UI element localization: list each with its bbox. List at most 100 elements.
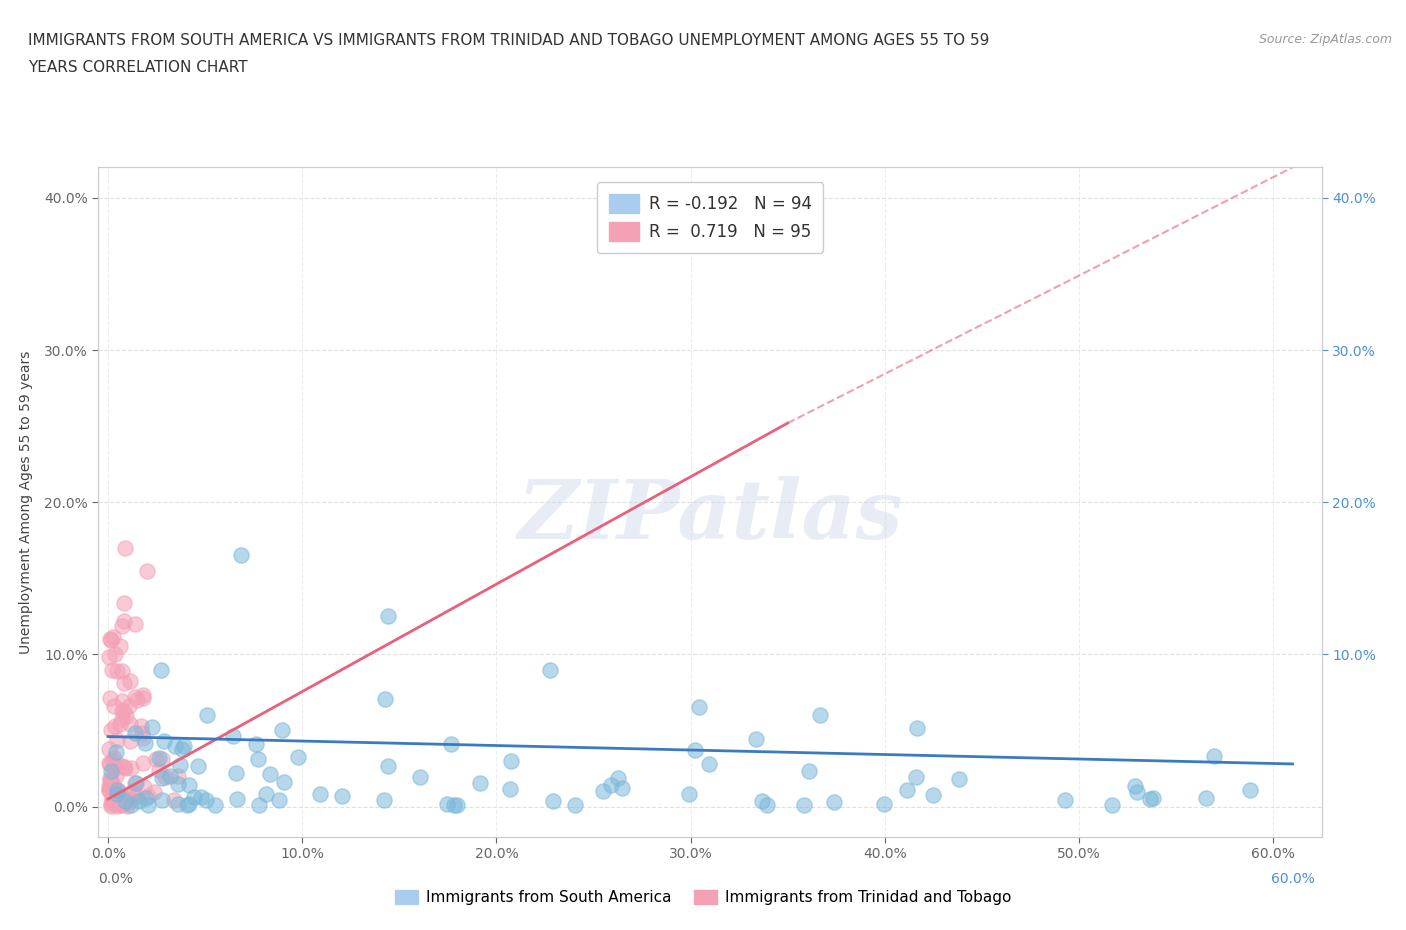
Point [112,760,135,775]
Point [107,782,129,797]
Point [111,618,134,633]
Text: YEARS CORRELATION CHART: YEARS CORRELATION CHART [28,60,247,75]
Point [114,796,136,811]
Point [105,782,128,797]
Point [145,752,167,767]
Point [799,764,821,778]
Point [259,766,281,781]
Point [103,630,125,644]
Point [105,664,128,679]
Point [108,790,131,804]
Point [905,721,928,736]
Point [110,789,132,804]
Point [499,782,522,797]
Point [115,708,138,723]
Point [131,726,153,741]
Point [273,775,295,790]
Point [100,723,122,737]
Text: 0.0%: 0.0% [98,871,134,886]
Point [1194,790,1216,805]
Point [373,792,395,807]
Point [100,796,122,811]
Point [148,763,170,777]
Point [948,771,970,786]
Point [226,792,249,807]
Point [1139,791,1161,806]
Point [159,769,181,784]
Point [111,703,134,718]
Point [121,761,143,776]
Point [823,794,845,809]
Point [124,690,146,705]
Point [98,774,121,789]
Point [127,692,149,707]
Point [110,797,132,812]
Y-axis label: Unemployment Among Ages 55 to 59 years: Unemployment Among Ages 55 to 59 years [20,351,32,654]
Point [195,793,218,808]
Text: 60.0%: 60.0% [1271,871,1315,886]
Point [610,781,633,796]
Point [104,789,127,804]
Point [105,787,128,802]
Point [179,796,201,811]
Point [904,770,927,785]
Point [98,690,121,705]
Point [599,777,621,792]
Point [751,793,773,808]
Point [177,777,200,792]
Point [309,787,332,802]
Point [100,764,122,778]
Point [111,759,134,774]
Point [167,797,190,812]
Point [136,789,159,804]
Point [607,771,630,786]
Point [103,698,125,713]
Point [377,609,399,624]
Point [190,790,212,804]
Point [101,792,124,807]
Point [225,765,247,780]
Point [103,754,125,769]
Point [111,694,134,709]
Point [688,699,710,714]
Point [922,787,945,802]
Legend: R = -0.192   N = 94, R =  0.719   N = 95: R = -0.192 N = 94, R = 0.719 N = 95 [598,182,823,253]
Point [195,708,218,723]
Point [678,787,700,802]
Point [103,759,125,774]
Point [443,797,465,812]
Point [792,798,814,813]
Point [436,797,458,812]
Point [132,688,155,703]
Point [169,758,191,773]
Point [125,776,148,790]
Point [409,769,432,784]
Point [136,564,159,578]
Point [114,540,136,555]
Point [124,725,146,740]
Point [564,798,586,813]
Point [1142,791,1164,806]
Point [98,631,121,646]
Point [153,734,176,749]
Point [1101,798,1123,813]
Point [132,755,155,770]
Point [142,784,165,799]
Point [98,771,121,786]
Point [538,662,561,677]
Point [118,791,141,806]
Point [170,741,193,756]
Point [135,790,157,805]
Point [100,779,122,794]
Point [150,662,173,677]
Point [896,782,918,797]
Point [118,734,141,749]
Point [111,663,134,678]
Point [187,758,209,773]
Point [148,751,170,765]
Point [287,750,309,764]
Point [105,733,128,748]
Point [105,745,128,760]
Text: Source: ZipAtlas.com: Source: ZipAtlas.com [1258,33,1392,46]
Point [97,778,120,793]
